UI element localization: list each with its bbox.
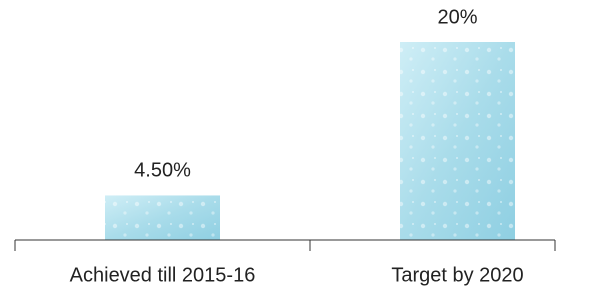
value-label: 4.50%	[134, 160, 191, 182]
plot-area	[105, 42, 515, 240]
x-tick-label: Achieved till 2015-16	[70, 264, 256, 286]
x-tick-label: Target by 2020	[391, 264, 523, 286]
value-label: 20%	[437, 6, 477, 28]
chart: 4.50% Achieved till 2015-16 20% Target by 2…	[0, 0, 592, 297]
bar-texture	[105, 195, 220, 240]
bar-texture	[400, 42, 515, 240]
